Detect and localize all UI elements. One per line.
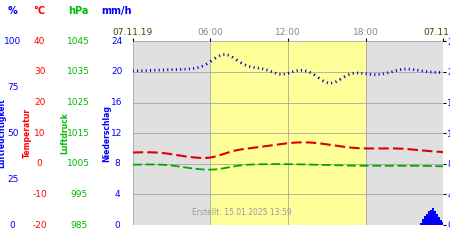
Text: 0: 0 [37,159,42,168]
Bar [424,216,426,225]
Text: 985: 985 [70,220,87,230]
Text: 4: 4 [114,190,120,199]
Bar [426,214,428,225]
Text: Temperatur: Temperatur [22,108,32,158]
Text: Niederschlag: Niederschlag [103,105,112,162]
Bar [442,222,444,225]
Text: mm/h: mm/h [102,6,132,16]
Text: -20: -20 [32,220,47,230]
Bar [420,223,422,225]
Text: 20: 20 [111,67,123,76]
Text: 25: 25 [7,174,18,184]
Bar [428,211,430,225]
Text: Erstellt: 15.01.2025 13:59: Erstellt: 15.01.2025 13:59 [192,208,291,217]
Text: 75: 75 [7,83,18,92]
Bar [430,210,432,225]
Bar [423,219,424,225]
Bar [133,41,443,225]
Text: 16: 16 [111,98,123,107]
Text: 995: 995 [70,190,87,199]
Text: 12: 12 [111,128,123,138]
Bar [440,220,442,225]
Text: 1005: 1005 [67,159,90,168]
Text: 20: 20 [34,98,45,107]
Text: 1025: 1025 [68,98,90,107]
Text: 50: 50 [7,128,18,138]
Text: 0: 0 [114,220,120,230]
Text: %: % [8,6,18,16]
Text: °C: °C [34,6,45,16]
Text: Luftdruck: Luftdruck [61,112,70,154]
Text: 100: 100 [4,37,21,46]
Bar [438,217,440,225]
Text: 40: 40 [34,37,45,46]
Bar [432,208,434,225]
Text: 10: 10 [34,128,45,138]
Text: 0: 0 [10,220,15,230]
Text: 1015: 1015 [67,128,90,138]
Text: 24: 24 [112,37,122,46]
Bar [436,214,438,225]
Text: 30: 30 [34,67,45,76]
Text: 8: 8 [114,159,120,168]
Text: 1035: 1035 [67,67,90,76]
Bar [211,41,365,225]
Text: 1045: 1045 [68,37,90,46]
Bar [434,211,436,225]
Text: Luftfeuchtigkeit: Luftfeuchtigkeit [0,98,7,168]
Text: hPa: hPa [68,6,89,16]
Text: -10: -10 [32,190,47,199]
